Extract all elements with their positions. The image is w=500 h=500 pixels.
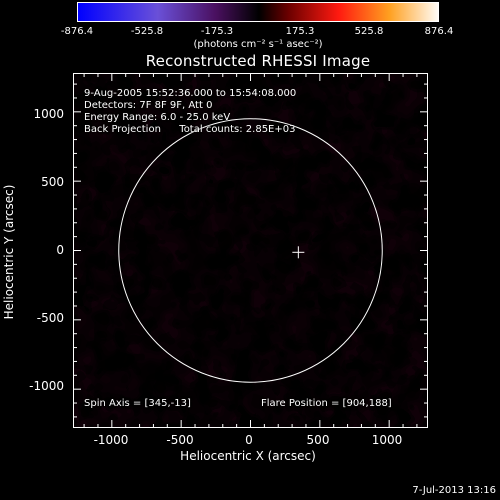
plot-marks	[118, 118, 383, 383]
y-tick-label: -1000	[29, 379, 64, 393]
spin-axis: Spin Axis = [345,-13]	[84, 398, 191, 409]
colorbar-tick-label: 876.4	[424, 26, 454, 37]
heatmap-plot	[73, 73, 428, 428]
y-tick-label: -500	[36, 311, 64, 325]
y-axis-label: Heliocentric Y (arcsec)	[2, 184, 16, 320]
y-tick-label: 1000	[33, 107, 64, 121]
time-range: 9-Aug-2005 15:52:36.000 to 15:54:08.000	[84, 88, 297, 99]
method: Back Projection	[84, 124, 161, 135]
colorbar-tick-label: -525.8	[130, 26, 164, 37]
colorbar	[77, 2, 439, 22]
axis-ticks	[73, 73, 428, 428]
x-axis-label: Heliocentric X (arcsec)	[180, 449, 316, 463]
solar-limb-circle	[118, 118, 383, 383]
total-counts: Total counts: 2.85E+03	[179, 124, 296, 135]
colorbar-tick-label: -876.4	[60, 26, 94, 37]
footer-date: 7-Jul-2013 13:16	[412, 485, 496, 496]
y-tick-label: 0	[56, 243, 64, 257]
info-text: 9-Aug-2005 15:52:36.000 to 15:54:08.000 …	[84, 88, 296, 136]
colorbar-tick-label: -175.3	[200, 26, 234, 37]
hot-regions	[73, 73, 428, 428]
x-tick-label: 1000	[371, 433, 403, 447]
colorbar-tick-label: 175.3	[285, 26, 315, 37]
x-tick-label: -1000	[93, 433, 129, 447]
y-tick-label: 500	[41, 175, 64, 189]
detectors: Detectors: 7F 8F 9F, Att 0	[84, 100, 213, 111]
method-and-counts: Back Projection Total counts: 2.85E+03	[84, 124, 296, 136]
colorbar-units: (photons cm⁻² s⁻¹ asec⁻²)	[193, 39, 323, 50]
x-tick-label: 0	[245, 433, 253, 447]
flare-position: Flare Position = [904,188]	[261, 398, 392, 409]
x-tick-label: 500	[306, 433, 330, 447]
energy-range: Energy Range: 6.0 - 25.0 keV	[84, 112, 231, 123]
chart-title: Reconstructed RHESSI Image	[145, 52, 371, 70]
colorbar-tick-label: 525.8	[354, 26, 384, 37]
x-tick-label: -500	[166, 433, 194, 447]
